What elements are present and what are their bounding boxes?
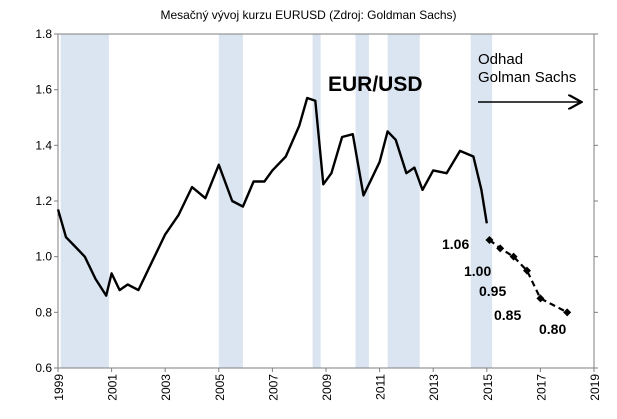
x-tick-label: 2015 [481, 374, 495, 401]
x-tick-label: 2013 [427, 374, 441, 401]
y-tick-label: 1.4 [35, 138, 52, 152]
annotations: EUR/USD Odhad Golman Sachs 1.06 1.00 0.9… [328, 51, 580, 337]
shaded-period [470, 34, 493, 368]
forecast-note-line-1: Odhad [478, 51, 523, 68]
x-tick-label: 2009 [320, 374, 334, 401]
forecast-point [523, 266, 531, 275]
forecast-point [496, 244, 505, 253]
shaded-periods [60, 34, 493, 368]
point-label-1-00: 1.00 [464, 263, 491, 279]
shaded-period [60, 34, 109, 368]
y-tick-label: 1.0 [35, 250, 52, 264]
y-tick-label: 1.6 [35, 83, 52, 97]
point-label-0-95: 0.95 [479, 283, 506, 299]
x-tick-label: 2005 [213, 374, 227, 401]
shaded-period [355, 34, 369, 368]
x-tick-label: 2007 [266, 374, 280, 401]
x-tick-label: 1999 [52, 374, 66, 401]
shaded-period [312, 34, 321, 368]
x-tick-label: 2003 [159, 374, 173, 401]
y-tick-label: 1.2 [35, 194, 52, 208]
forecast-point [485, 235, 494, 244]
shaded-period [387, 34, 420, 368]
y-tick-label: 0.8 [35, 305, 52, 319]
point-label-1-06: 1.06 [442, 236, 469, 252]
forecast-note-line-2: Golman Sachs [478, 69, 576, 86]
forecast-point [509, 252, 518, 261]
x-tick-label: 2019 [588, 374, 602, 401]
point-label-0-85: 0.85 [494, 307, 521, 323]
x-tick-label: 2011 [374, 374, 388, 400]
forecast-markers [485, 235, 572, 317]
chart-title: Mesačný vývoj kurzu EURUSD (Zdroj: Goldm… [160, 8, 457, 22]
y-tick-label: 1.8 [35, 27, 52, 41]
forecast-point [536, 294, 545, 303]
series-label: EUR/USD [328, 73, 423, 96]
series-line-1 [56, 96, 488, 297]
x-tick-label: 2001 [106, 374, 120, 401]
axes: 0.6 0.8 1.0 1.2 1.4 1.6 1.8 1999 2001 2003 2005 200… [35, 27, 602, 401]
forecast-point [563, 308, 572, 317]
shaded-period [218, 34, 243, 368]
point-label-0-80: 0.80 [539, 321, 566, 337]
y-tick-label: 0.6 [35, 361, 52, 375]
x-tick-label: 2017 [534, 374, 548, 401]
